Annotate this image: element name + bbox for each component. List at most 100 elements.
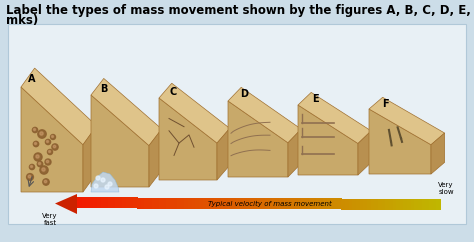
Circle shape	[48, 150, 51, 153]
Bar	[239, 198, 244, 209]
Bar	[334, 198, 339, 210]
Bar	[382, 199, 386, 210]
Text: B: B	[100, 84, 108, 94]
Bar	[79, 197, 83, 208]
Bar	[437, 199, 441, 210]
Polygon shape	[55, 194, 77, 214]
Text: Label the types of mass movement shown by the figures A, B, C, D, E, and F below: Label the types of mass movement shown b…	[6, 4, 474, 17]
Bar	[254, 198, 258, 209]
Bar	[86, 197, 91, 208]
Bar	[268, 198, 273, 209]
Polygon shape	[298, 92, 371, 144]
Polygon shape	[369, 109, 431, 174]
Bar	[345, 198, 350, 210]
Bar	[115, 197, 120, 208]
Circle shape	[36, 155, 39, 158]
Circle shape	[51, 135, 54, 138]
Bar	[108, 197, 112, 208]
Bar	[418, 199, 423, 210]
Bar	[122, 197, 127, 208]
Circle shape	[34, 142, 37, 145]
Polygon shape	[431, 133, 445, 174]
Polygon shape	[149, 129, 162, 187]
Bar	[400, 199, 404, 210]
Polygon shape	[83, 126, 97, 192]
Bar	[352, 199, 357, 210]
Bar	[104, 197, 109, 208]
Bar	[148, 197, 153, 209]
Polygon shape	[21, 87, 83, 192]
Circle shape	[45, 181, 46, 182]
Bar	[145, 197, 149, 209]
Bar	[126, 197, 131, 208]
Bar	[152, 197, 156, 209]
Bar	[323, 198, 328, 209]
Bar	[319, 198, 324, 209]
Bar	[221, 198, 226, 209]
Text: D: D	[240, 89, 248, 99]
Bar	[341, 198, 346, 210]
Bar	[291, 198, 295, 209]
Bar	[425, 199, 430, 210]
Bar	[371, 199, 375, 210]
Bar	[137, 197, 142, 209]
Bar	[159, 198, 164, 209]
Bar	[177, 198, 182, 209]
Bar	[184, 198, 189, 209]
Bar	[403, 199, 408, 210]
FancyBboxPatch shape	[8, 24, 466, 224]
Circle shape	[32, 127, 38, 133]
Bar	[276, 198, 281, 209]
Circle shape	[36, 160, 44, 168]
Text: Very
fast: Very fast	[42, 213, 58, 226]
Circle shape	[45, 139, 51, 145]
Bar	[330, 198, 335, 210]
Circle shape	[53, 145, 56, 148]
Circle shape	[39, 131, 45, 136]
Polygon shape	[159, 83, 230, 143]
Bar	[75, 197, 80, 208]
Circle shape	[94, 184, 98, 188]
Bar	[214, 198, 219, 209]
Bar	[90, 197, 94, 208]
Polygon shape	[21, 68, 97, 145]
Text: C: C	[170, 87, 177, 97]
Bar	[250, 198, 255, 209]
Bar	[119, 197, 123, 208]
Bar	[166, 198, 171, 209]
Bar	[364, 199, 368, 210]
Bar	[411, 199, 415, 210]
Bar	[261, 198, 266, 209]
Polygon shape	[217, 128, 230, 180]
Circle shape	[46, 140, 49, 143]
Bar	[378, 199, 383, 210]
Bar	[316, 198, 320, 209]
Bar	[199, 198, 204, 209]
Circle shape	[50, 134, 56, 140]
Bar	[396, 199, 401, 210]
Polygon shape	[91, 95, 149, 187]
Bar	[356, 199, 361, 210]
Bar	[298, 198, 302, 209]
Bar	[272, 198, 277, 209]
Bar	[309, 198, 313, 209]
Bar	[301, 198, 306, 209]
Circle shape	[47, 149, 53, 155]
Circle shape	[105, 185, 109, 189]
Circle shape	[26, 173, 34, 181]
Circle shape	[34, 153, 42, 161]
Circle shape	[101, 178, 105, 182]
Bar	[192, 198, 196, 209]
Bar	[111, 197, 116, 208]
Circle shape	[30, 165, 33, 168]
Bar	[246, 198, 251, 209]
Bar	[206, 198, 211, 209]
Bar	[218, 198, 222, 209]
Bar	[228, 198, 233, 209]
Bar	[407, 199, 412, 210]
Bar	[232, 198, 237, 209]
Circle shape	[40, 132, 43, 135]
Bar	[312, 198, 317, 209]
Bar	[100, 197, 105, 208]
Text: E: E	[312, 94, 319, 104]
